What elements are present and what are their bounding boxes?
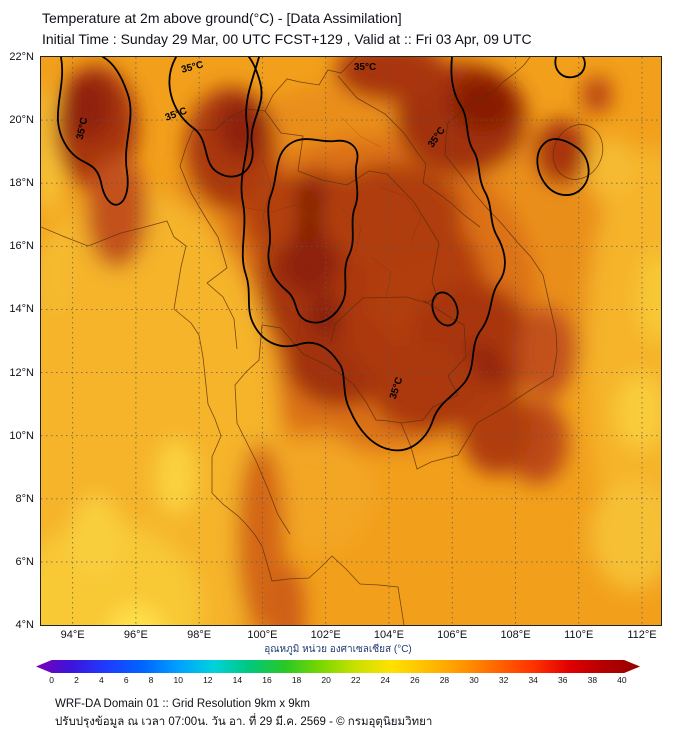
y-axis-labels: 22°N 20°N 18°N 16°N 14°N 12°N 10°N 8°N 6°N 4°N xyxy=(1,51,37,631)
temperature-contours xyxy=(56,57,590,452)
colorbar-tick: 4 xyxy=(98,675,104,685)
colorbar-tick: 38 xyxy=(587,675,598,685)
x-axis-tick: 98°E xyxy=(187,629,212,641)
contour-label: 35°C xyxy=(75,116,90,140)
y-axis-tick: 4°N xyxy=(15,619,34,631)
colorbar-label: อุณหภูมิ หน่วย องศาเซลเซียส (°C) xyxy=(264,644,412,655)
page-subtitle: Initial Time : Sunday 29 Mar, 00 UTC FCS… xyxy=(42,31,532,47)
x-axis-tick: 100°E xyxy=(247,629,278,641)
grid-lines xyxy=(41,57,661,625)
y-axis-tick: 18°N xyxy=(9,177,34,190)
y-axis-tick: 10°N xyxy=(9,429,34,442)
x-axis-tick: 104°E xyxy=(373,629,404,641)
colorbar-tick: 26 xyxy=(410,675,420,685)
colorbar-tick: 34 xyxy=(528,675,538,685)
colorbar-tick: 16 xyxy=(262,675,272,685)
map-plot: 35°C 35°C 35°C 35°C 35°C 35°C 22°N 20°N 18… xyxy=(9,51,662,641)
colorbar-tick: 18 xyxy=(291,675,302,685)
temperature-field xyxy=(41,57,661,625)
colorbar-gradient xyxy=(36,660,640,673)
colorbar-tick: 36 xyxy=(558,675,568,685)
colorbar-tick: 20 xyxy=(321,675,331,685)
contour-label: 35°C xyxy=(354,62,376,73)
x-axis-labels: 94°E 96°E 98°E 100°E 102°E 104°E 106°E 108°E 110… xyxy=(41,625,661,645)
x-axis-tick: 96°E xyxy=(123,629,148,641)
colorbar-tick: 8 xyxy=(148,675,154,685)
colorbar-tick: 2 xyxy=(74,675,79,685)
footer: WRF-DA Domain 01 :: Grid Resolution 9km … xyxy=(55,695,676,731)
colorbar-tick: 6 xyxy=(123,675,129,685)
x-axis-tick: 106°E xyxy=(437,629,468,641)
colorbar: อุณหภูมิ หน่วย องศาเซลเซียส (°C) 0 2 4 6 8 10… xyxy=(36,642,640,685)
colorbar-tick: 30 xyxy=(469,675,479,685)
y-axis-tick: 16°N xyxy=(9,240,34,253)
colorbar-tick: 28 xyxy=(439,675,450,685)
colorbar-tick: 12 xyxy=(203,675,213,685)
temperature-map-svg: 35°C 35°C 35°C 35°C 35°C 35°C xyxy=(41,57,661,625)
y-axis-tick: 6°N xyxy=(15,555,34,568)
x-axis-tick: 108°E xyxy=(500,629,531,641)
x-axis-tick: 110°E xyxy=(564,629,594,641)
footer-update-info: ปรับปรุงข้อมูล ณ เวลา 07:00น. วัน อา. ที… xyxy=(55,716,433,728)
header: Temperature at 2m above ground(°C) - [Da… xyxy=(0,0,676,50)
x-axis-tick: 112°E xyxy=(627,629,657,641)
colorbar-tick: 24 xyxy=(380,675,391,685)
footer-domain-info: WRF-DA Domain 01 :: Grid Resolution 9km … xyxy=(55,698,310,710)
x-axis-tick: 94°E xyxy=(60,629,85,641)
colorbar-tick: 0 xyxy=(49,675,55,685)
x-axis-tick: 102°E xyxy=(310,629,341,641)
y-axis-tick: 20°N xyxy=(9,114,34,127)
y-axis-tick: 14°N xyxy=(9,303,34,316)
colorbar-tick: 22 xyxy=(350,675,361,685)
colorbar-tick: 10 xyxy=(173,675,183,685)
page-title: Temperature at 2m above ground(°C) - [Da… xyxy=(42,10,402,26)
y-axis-tick: 12°N xyxy=(9,366,34,379)
y-axis-tick: 8°N xyxy=(15,492,34,505)
y-axis-tick: 22°N xyxy=(9,51,34,63)
colorbar-tick: 32 xyxy=(498,675,509,685)
colorbar-tick: 40 xyxy=(617,675,627,685)
colorbar-tick: 14 xyxy=(232,675,243,685)
colorbar-ticks: 0 2 4 6 8 10 12 14 16 18 20 22 24 26 28 30 32 34 36 38 40 xyxy=(36,673,640,685)
